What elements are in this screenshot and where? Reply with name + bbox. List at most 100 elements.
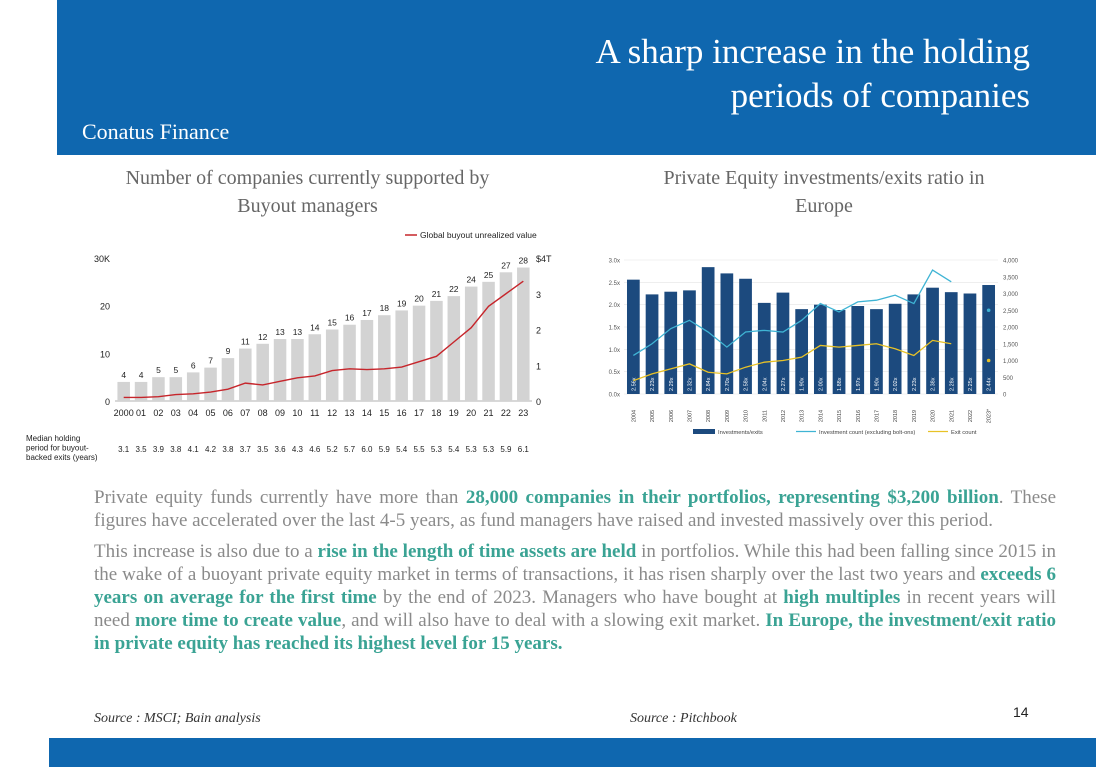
right-axis-tick: $4T (536, 254, 552, 264)
bar (378, 315, 391, 401)
ratio-bar-label: 1.90x (874, 377, 880, 391)
legend-label: Exit count (951, 430, 977, 436)
page-number: 14 (1013, 704, 1029, 720)
body-text: Private equity funds currently have more… (94, 486, 1056, 663)
ratio-bar-label: 2.02x (893, 377, 899, 391)
bar-value-label: 7 (208, 356, 213, 366)
holding-period-value: 5.9 (379, 445, 391, 454)
investment-exit-ratio-chart-svg: 0.0x 0.5x 1.0x 1.5x 2.0x 2.5x 3.0x 0 500 1,000 1,5… (609, 259, 1019, 437)
right-axis-tick: 1 (536, 361, 541, 371)
bar-value-label: 4 (139, 370, 144, 380)
x-tick-label: 08 (258, 408, 268, 418)
series-end-dot (986, 358, 991, 363)
exit-count-line (633, 339, 952, 382)
title-line-2: periods of companies (730, 76, 1030, 115)
holding-period-value: 3.8 (170, 445, 182, 454)
left-axis-tick: 30K (94, 254, 110, 264)
page-title: A sharp increase in the holding periods … (510, 30, 1030, 118)
bar (308, 334, 322, 401)
holding-period-value: 3.9 (153, 445, 165, 454)
left-chart-title-line-1: Number of companies currently supported … (125, 167, 490, 189)
bar (464, 286, 478, 401)
bar-value-label: 19 (397, 298, 407, 308)
bar (273, 339, 287, 401)
x-tick-label: 12 (327, 408, 337, 418)
x-tick-label: 2000 (114, 408, 134, 418)
source-left: Source : MSCI; Bain analysis (94, 711, 261, 726)
x-tick-label: 2008 (706, 410, 712, 422)
left-chart-title-line-2: Buyout managers (237, 195, 378, 217)
ratio-bar (870, 309, 883, 394)
bar-value-label: 24 (466, 275, 476, 285)
bar (221, 358, 235, 401)
ratio-bar (832, 310, 846, 394)
x-tick-label: 13 (345, 408, 355, 418)
x-tick-label: 2011 (762, 410, 768, 422)
bar (325, 329, 339, 401)
x-tick-label: 05 (206, 408, 216, 418)
x-tick-label: 14 (362, 408, 372, 418)
bar-value-label: 15 (327, 318, 337, 328)
holding-period-label: Median holding (26, 434, 80, 443)
right-axis-tick: 1,000 (1003, 359, 1019, 365)
right-axis-tick: 4,000 (1003, 259, 1019, 265)
x-tick-label: 2010 (744, 410, 750, 422)
p2-text-e: by the end of 2023. Managers who have bo… (376, 587, 784, 608)
x-tick-label: 10 (292, 408, 302, 418)
bar (482, 281, 495, 401)
holding-period-value: 4.2 (205, 445, 217, 454)
footer-band (49, 738, 1096, 767)
x-tick-label: 2006 (669, 410, 675, 422)
bar-value-label: 12 (258, 332, 268, 342)
right-axis-tick: 500 (1003, 376, 1014, 382)
brand-name: Conatus Finance (82, 119, 230, 144)
ratio-bar (776, 292, 790, 394)
holding-period-value: 5.3 (431, 445, 443, 454)
ratio-bar (720, 273, 734, 394)
x-tick-label: 07 (240, 408, 250, 418)
ratio-bar-label: 2.00x (818, 377, 824, 391)
x-tick-label: 2020 (931, 410, 937, 422)
bar (343, 324, 356, 401)
x-tick-label: 2014 (818, 410, 824, 422)
bar (291, 339, 304, 401)
bar (239, 348, 252, 401)
bar (517, 267, 530, 401)
ratio-bar-label: 1.90x (800, 377, 806, 391)
bar-value-label: 25 (484, 270, 494, 280)
bar-value-label: 18 (380, 303, 390, 313)
bar-value-label: 11 (241, 337, 250, 347)
holding-period-value: 3.6 (275, 445, 287, 454)
x-tick-label: 2007 (687, 410, 693, 422)
x-tick-label: 16 (397, 408, 407, 418)
bar-value-label: 9 (226, 346, 231, 356)
x-tick-label: 2013 (800, 410, 806, 422)
ratio-bar-label: 2.84x (706, 377, 712, 391)
left-axis-tick: 20 (100, 302, 110, 312)
holding-period-value: 3.1 (118, 445, 130, 454)
ratio-bar-label: 1.97x (856, 377, 862, 391)
x-tick-label: 2004 (631, 410, 637, 422)
x-tick-label: 23 (518, 408, 528, 418)
bar-value-label: 4 (121, 370, 126, 380)
right-axis-tick: 3,000 (1003, 292, 1019, 298)
ratio-bar-label: 2.28x (949, 377, 955, 391)
bar-value-label: 17 (362, 308, 372, 318)
x-tick-label: 2016 (856, 410, 862, 422)
right-axis-tick: 3 (536, 290, 541, 300)
unrealized-value-line (123, 280, 524, 399)
legend-label: Investment count (excluding bolt-ons) (819, 430, 915, 436)
x-tick-label: 06 (223, 408, 233, 418)
ratio-bar-label: 2.32x (687, 377, 693, 391)
bar (134, 381, 148, 401)
holding-period-value: 5.9 (500, 445, 512, 454)
right-chart-title-line-1: Private Equity investments/exits ratio i… (663, 167, 985, 189)
p2-highlight-d: exceeds 6 years on average for the first… (94, 564, 1056, 608)
ratio-bar (739, 278, 752, 394)
ratio-bar-label: 2.29x (669, 377, 675, 391)
x-tick-label: 17 (414, 408, 424, 418)
bar-value-label: 5 (156, 365, 161, 375)
bar-value-label: 13 (275, 327, 285, 337)
investment-exit-ratio-chart: 0.0x 0.5x 1.0x 1.5x 2.0x 2.5x 3.0x 0 500 1,000 1,5… (598, 252, 1036, 442)
x-tick-label: 09 (275, 408, 285, 418)
